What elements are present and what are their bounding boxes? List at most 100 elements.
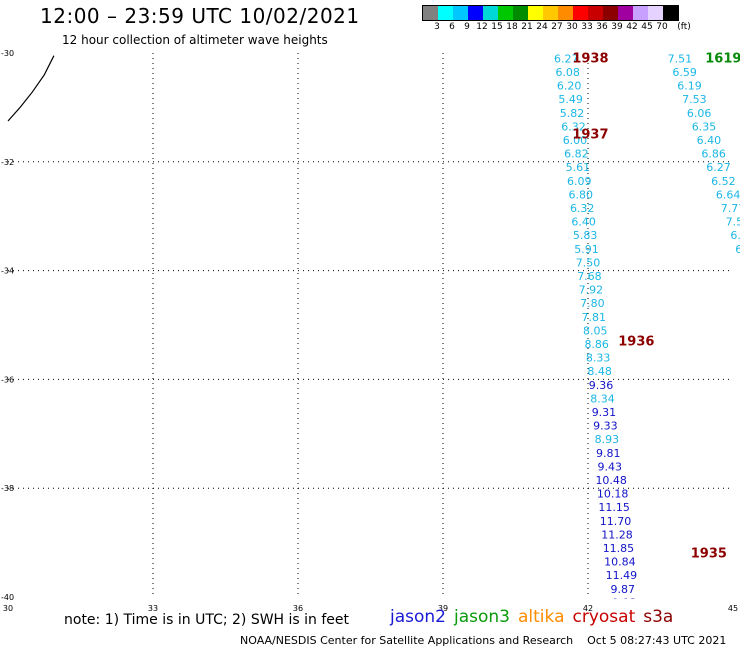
color-scale-label: 18	[506, 22, 518, 32]
page-subtitle: 12 hour collection of altimeter wave hei…	[62, 33, 328, 47]
wave-height-label: 6.09	[567, 175, 592, 188]
color-swatch	[528, 6, 543, 20]
footer-note: note: 1) Time is in UTC; 2) SWH is in fe…	[64, 612, 350, 628]
color-swatch	[453, 6, 468, 20]
wave-height-label: 9.43	[598, 460, 623, 473]
wave-height-label: 11.15	[598, 501, 630, 514]
wave-height-label: 7.50	[576, 256, 601, 269]
footer-credit: NOAA/NESDIS Center for Satellite Applica…	[240, 634, 726, 647]
satellite-jason2: jason2	[390, 607, 446, 627]
wave-height-label: 7.51	[668, 52, 693, 65]
lat-tick-label: -40	[1, 593, 14, 602]
color-scale-label: 42	[626, 22, 638, 32]
color-swatch	[633, 6, 648, 20]
wave-height-label: 7.77	[721, 202, 740, 215]
wave-height-label: 11.49	[606, 569, 638, 582]
color-scale-boxes	[422, 5, 679, 21]
lat-tick-label: -32	[1, 158, 14, 167]
color-swatch	[618, 6, 633, 20]
pass-time-label: 1938	[572, 51, 608, 66]
wave-height-label: 11.70	[600, 515, 632, 528]
wave-height-label: 9.36	[589, 379, 614, 392]
lon-tick-label: 30	[3, 604, 13, 613]
color-swatch	[438, 6, 453, 20]
color-scale-label: 27	[551, 22, 563, 32]
wave-height-label: 5.83	[573, 229, 598, 242]
pass-time-label: 1619	[705, 51, 740, 66]
wave-height-label: 7.68	[577, 270, 602, 283]
wave-height-label: 6.19	[677, 80, 702, 93]
lat-tick-label: -30	[1, 49, 14, 58]
satellite-legend: jason2 jason3 altika cryosat s3a	[390, 607, 681, 627]
wave-height-label: 5.82	[560, 107, 585, 120]
wave-height-label: 6.52	[711, 175, 736, 188]
color-swatch	[498, 6, 513, 20]
wave-height-label: 6.40	[697, 134, 722, 147]
color-scale-label: 6	[449, 22, 455, 32]
color-swatch	[648, 6, 663, 20]
color-scale-label: 30	[566, 22, 578, 32]
color-scale-label: 9	[464, 22, 470, 32]
wave-height-label: 6.20	[557, 80, 582, 93]
color-swatch	[558, 6, 573, 20]
wave-height-label: 6.32	[570, 202, 595, 215]
wave-height-label: 10.84	[604, 556, 636, 569]
wave-height-label: 9.87	[611, 583, 636, 596]
wave-height-label: 9.31	[592, 406, 617, 419]
lat-tick-label: -34	[1, 267, 14, 276]
page-title: 12:00 – 23:59 UTC 10/02/2021	[40, 4, 360, 28]
wave-height-label: 10.18	[597, 488, 629, 501]
wave-height-label: 9.93	[612, 596, 637, 609]
wave-height-label: 7.53	[682, 93, 707, 106]
wave-height-label: 8.86	[584, 338, 609, 351]
lon-tick-label: 36	[293, 604, 303, 613]
color-scale-label: 21	[521, 22, 533, 32]
color-scale-label: 12	[476, 22, 488, 32]
wave-height-label: 7.80	[580, 297, 605, 310]
lon-tick-label: 39	[438, 604, 448, 613]
color-scale-labels: 3 6 9 12 15 18 21 24 27 30 33 36 39 42 45 70 (ft)	[422, 21, 691, 35]
color-swatch	[513, 6, 528, 20]
color-scale-label: 45	[641, 22, 653, 32]
wave-height-label: 6.32	[561, 120, 586, 133]
color-swatch	[423, 6, 438, 20]
satellite-cryosat: cryosat	[572, 607, 636, 627]
color-scale-unit: (ft)	[677, 22, 691, 32]
wave-height-label: 6.40	[571, 216, 596, 229]
lat-tick-label: -36	[1, 375, 14, 384]
wave-height-label: 6.59	[672, 66, 697, 79]
wave-height-label: 10.48	[595, 474, 627, 487]
satellite-jason3: jason3	[454, 607, 510, 627]
color-swatch	[573, 6, 588, 20]
wave-height-label: 8.34	[590, 392, 615, 405]
generated-timestamp: Oct 5 08:27:43 UTC 2021	[587, 634, 727, 647]
color-swatch	[543, 6, 558, 20]
color-swatch	[483, 6, 498, 20]
color-swatch	[603, 6, 618, 20]
lat-tick-label: -38	[1, 484, 14, 493]
wave-height-label: 6.80	[569, 188, 594, 201]
coastline	[7, 55, 55, 122]
pass-time-label: 1937	[572, 128, 608, 143]
wave-height-label: 9.33	[593, 420, 618, 433]
color-scale-label: 3	[434, 22, 440, 32]
wave-height-label: 6.00	[563, 134, 588, 147]
color-scale-legend: 3 6 9 12 15 18 21 24 27 30 33 36 39 42 45 70 (ft)	[422, 5, 691, 35]
color-scale-label: 24	[536, 22, 548, 32]
color-swatch	[588, 6, 603, 20]
wave-height-label: 7.58	[726, 216, 740, 229]
wave-height-label: 8.48	[587, 365, 612, 378]
wave-height-label: 6.17	[735, 243, 740, 256]
wave-height-label: 6.86	[701, 148, 726, 161]
satellite-altika: altika	[518, 607, 565, 627]
credit-text: NOAA/NESDIS Center for Satellite Applica…	[240, 634, 574, 647]
color-swatch	[468, 6, 483, 20]
wave-height-label: 6.64	[716, 188, 740, 201]
color-scale-label: 15	[491, 22, 503, 32]
wave-height-label: 11.28	[601, 528, 633, 541]
wave-height-label: 8.05	[583, 324, 608, 337]
wave-height-label: 6.35	[692, 120, 717, 133]
wave-height-label: 5.61	[566, 161, 591, 174]
wave-height-label: 7.92	[579, 284, 604, 297]
